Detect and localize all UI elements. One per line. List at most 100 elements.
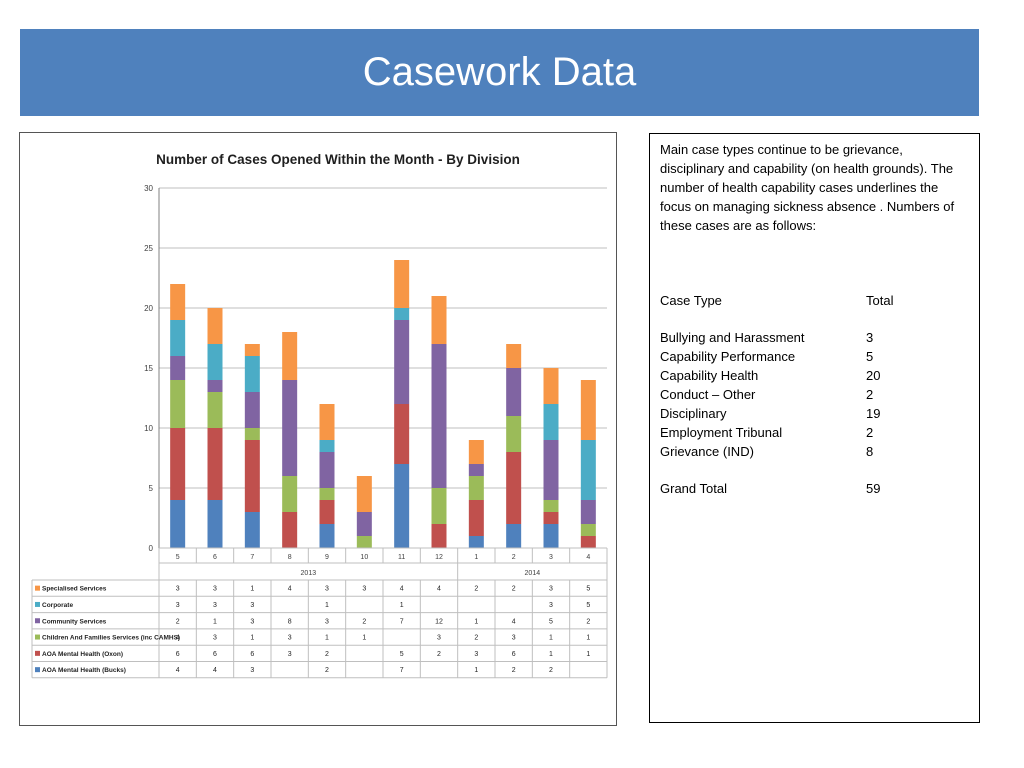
- bar-segment: [244, 392, 260, 428]
- table-value: 4: [176, 635, 180, 642]
- bar-segment: [319, 404, 335, 440]
- table-value: 6: [213, 651, 217, 658]
- table-value: 1: [586, 651, 590, 658]
- bar-segment: [468, 500, 484, 536]
- table-value: 3: [474, 651, 478, 658]
- case-type: Capability Health: [660, 368, 759, 383]
- table-value: 4: [213, 667, 217, 674]
- table-value: 3: [288, 635, 292, 642]
- bar-segment: [170, 380, 186, 428]
- grand-total-row: Grand Total 59: [660, 479, 969, 498]
- bar-segment: [282, 476, 298, 512]
- legend-label: Children And Families Services (inc CAMH…: [42, 635, 180, 642]
- table-value: 4: [400, 586, 404, 593]
- table-value: 1: [586, 635, 590, 642]
- bar-segment: [244, 344, 260, 356]
- table-value: 3: [549, 586, 553, 593]
- bar-segment: [543, 440, 559, 500]
- bar-segment: [319, 452, 335, 488]
- header-total: Total: [866, 293, 894, 308]
- bar-segment: [543, 512, 559, 524]
- case-type: Employment Tribunal: [660, 425, 783, 440]
- grand-total-label: Grand Total: [660, 481, 727, 496]
- case-row: Disciplinary 19: [660, 404, 969, 423]
- bar-segment: [244, 356, 260, 392]
- bar-segment: [282, 380, 298, 476]
- bar-segment: [580, 380, 596, 440]
- x-tick-label: 10: [360, 554, 368, 561]
- bar-segment: [394, 464, 410, 548]
- bar-segment: [244, 512, 260, 548]
- table-value: 3: [213, 635, 217, 642]
- y-tick-label: 0: [149, 544, 154, 553]
- bar-segment: [468, 536, 484, 548]
- y-tick-label: 20: [144, 304, 153, 313]
- table-value: 1: [325, 602, 329, 609]
- table-value: 1: [400, 602, 404, 609]
- y-tick-label: 15: [144, 364, 153, 373]
- bar-segment: [506, 344, 522, 368]
- legend-key: [35, 667, 40, 673]
- bar-segment: [244, 440, 260, 512]
- bar-segment: [170, 500, 186, 548]
- bar-segment: [394, 260, 410, 308]
- bar-segment: [543, 500, 559, 512]
- bar-segment: [282, 332, 298, 380]
- bar-segment: [506, 452, 522, 524]
- x-tick-label: 3: [549, 554, 553, 561]
- bar-segment: [282, 512, 298, 548]
- bar-segment: [506, 368, 522, 416]
- table-value: 3: [288, 651, 292, 658]
- table-value: 3: [437, 635, 441, 642]
- table-value: 8: [288, 618, 292, 625]
- x-tick-label: 4: [586, 554, 590, 561]
- table-value: 7: [400, 667, 404, 674]
- legend-key: [35, 601, 40, 607]
- bar-segment: [506, 416, 522, 452]
- bar-segment: [356, 536, 372, 548]
- table-value: 6: [512, 651, 516, 658]
- table-value: 4: [288, 586, 292, 593]
- table-value: 3: [213, 586, 217, 593]
- table-value: 1: [362, 635, 366, 642]
- y-tick-label: 25: [144, 244, 153, 253]
- notes-intro: Main case types continue to be grievance…: [660, 142, 955, 233]
- case-total: 8: [866, 444, 874, 459]
- x-tick-label: 7: [250, 554, 254, 561]
- chart-frame: Number of Cases Opened Within the Month …: [19, 132, 617, 726]
- legend-key: [35, 585, 40, 591]
- table-value: 6: [250, 651, 254, 658]
- case-total: 3: [866, 330, 874, 345]
- bar-segment: [170, 428, 186, 500]
- legend-key: [35, 650, 40, 656]
- table-value: 1: [474, 618, 478, 625]
- legend-label: AOA Mental Health (Oxon): [42, 651, 123, 658]
- table-value: 3: [362, 586, 366, 593]
- case-total: 2: [866, 387, 874, 402]
- bar-segment: [207, 392, 223, 428]
- table-value: 3: [250, 618, 254, 625]
- year-label: 2013: [301, 570, 317, 577]
- table-value: 1: [213, 618, 217, 625]
- title-bar: Casework Data: [20, 29, 979, 116]
- table-value: 3: [176, 602, 180, 609]
- table-value: 2: [586, 618, 590, 625]
- case-total: 2: [866, 425, 874, 440]
- table-value: 4: [512, 618, 516, 625]
- case-table-header: Case Type Total: [660, 291, 969, 310]
- bar-segment: [319, 500, 335, 524]
- table-value: 5: [586, 586, 590, 593]
- bar-segment: [319, 524, 335, 548]
- table-value: 3: [512, 635, 516, 642]
- bar-segment: [468, 440, 484, 464]
- bar-segment: [580, 500, 596, 524]
- table-value: 2: [474, 635, 478, 642]
- table-value: 3: [250, 667, 254, 674]
- bar-segment: [580, 536, 596, 548]
- bar-segment: [394, 404, 410, 464]
- bar-segment: [207, 380, 223, 392]
- table-value: 5: [549, 618, 553, 625]
- legend-key: [35, 634, 40, 640]
- bar-segment: [207, 344, 223, 380]
- bar-segment: [543, 524, 559, 548]
